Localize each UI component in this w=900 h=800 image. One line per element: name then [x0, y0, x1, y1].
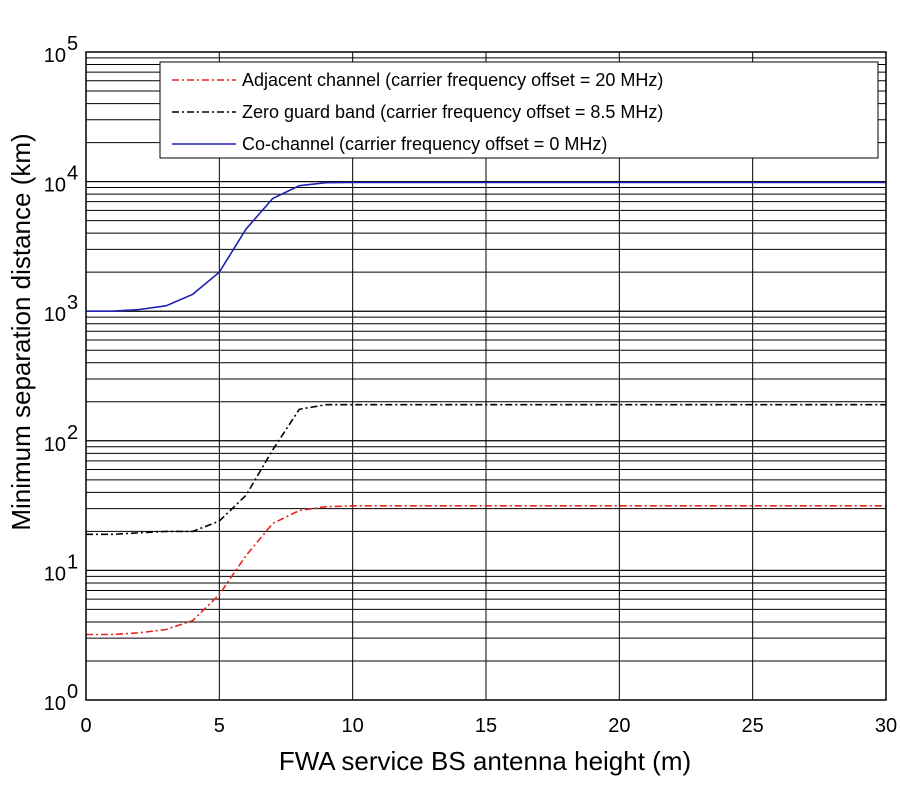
series-line: [86, 504, 886, 636]
legend-entry: Zero guard band (carrier frequency offse…: [242, 102, 663, 122]
series-line: [86, 181, 886, 313]
y-tick-exponent: 4: [67, 163, 78, 185]
x-tick-label: 25: [742, 715, 764, 737]
series-line: [86, 403, 886, 536]
legend-entry: Co-channel (carrier frequency offset = 0…: [242, 134, 607, 154]
y-tick-exponent: 5: [67, 33, 78, 55]
x-tick-label: 10: [342, 715, 364, 737]
legend-box: [159, 61, 879, 159]
y-tick-label: 10: [44, 563, 66, 585]
y-tick-label: 10: [44, 45, 66, 67]
y-tick-exponent: 1: [67, 551, 78, 573]
y-tick-label: 10: [44, 304, 66, 326]
y-axis-label: Minimum separation distance (km): [6, 133, 36, 530]
x-axis-label: FWA service BS antenna height (m): [279, 746, 691, 776]
x-tick-label: 15: [475, 715, 497, 737]
y-tick-exponent: 3: [67, 292, 78, 314]
x-tick-label: 0: [80, 715, 91, 737]
y-tick-label: 10: [44, 693, 66, 715]
x-tick-label: 5: [214, 715, 225, 737]
y-tick-label: 10: [44, 175, 66, 197]
y-tick-exponent: 2: [67, 422, 78, 444]
legend: Adjacent channel (carrier frequency offs…: [159, 61, 879, 159]
plot-area-border: [85, 51, 887, 701]
y-tick-exponent: 0: [67, 681, 78, 703]
x-tick-label: 20: [608, 715, 630, 737]
grid: [85, 51, 887, 701]
series-lines: [86, 181, 886, 636]
legend-entry: Adjacent channel (carrier frequency offs…: [242, 70, 663, 90]
x-tick-label: 30: [875, 715, 897, 737]
y-tick-label: 10: [44, 434, 66, 456]
